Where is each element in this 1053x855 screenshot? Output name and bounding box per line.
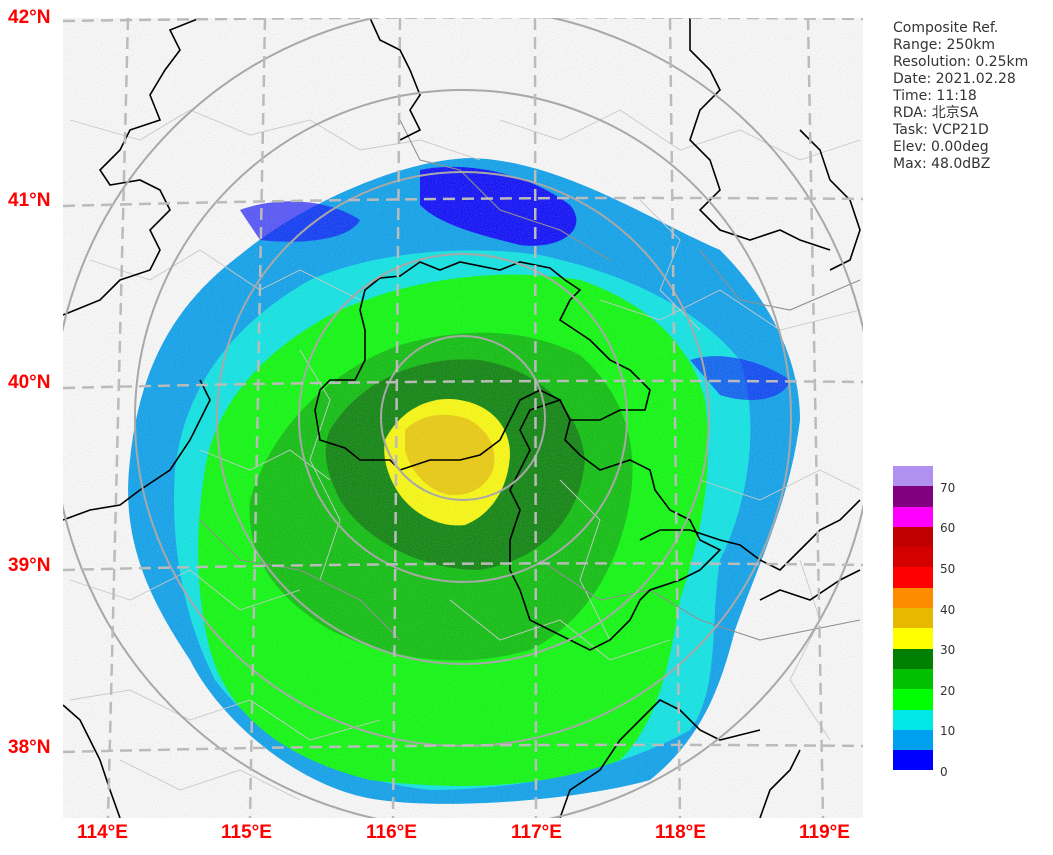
lon-label-119e: 119°E xyxy=(799,822,850,843)
colorbar-tick-0: 0 xyxy=(940,765,948,779)
product-name: Composite Ref. xyxy=(893,20,999,36)
colorbar-cell-3 xyxy=(893,526,933,548)
range-text: Range: 250km xyxy=(893,37,996,53)
task-text: Task: VCP21D xyxy=(893,122,989,138)
date-text: Date: 2021.02.28 xyxy=(893,71,1016,87)
lon-label-117e: 117°E xyxy=(511,822,562,843)
graticule xyxy=(63,18,863,818)
resolution-text: Resolution: 0.25km xyxy=(893,54,1029,70)
county-boundaries xyxy=(69,109,861,801)
colorbar-cell-0 xyxy=(893,466,933,487)
colorbar-cell-13 xyxy=(893,729,933,751)
province-boundaries xyxy=(199,119,861,641)
lon-label-118e: 118°E xyxy=(655,822,706,843)
colorbar xyxy=(893,466,933,771)
lat-label-41n: 41°N xyxy=(8,190,51,211)
radar-info-panel: Composite Ref. Range: 250km Resolution: … xyxy=(893,20,1028,173)
colorbar-tick-70: 70 xyxy=(940,481,956,495)
region-boundaries xyxy=(63,18,861,818)
colorbar-tick-10: 10 xyxy=(940,724,956,738)
lat-label-40n: 40°N xyxy=(8,372,51,393)
colorbar-cell-11 xyxy=(893,689,933,710)
elev-text: Elev: 0.00deg xyxy=(893,139,989,155)
colorbar-tick-60: 60 xyxy=(940,521,956,535)
colorbar-cell-2 xyxy=(893,506,933,527)
colorbar-cell-1 xyxy=(893,486,933,507)
colorbar-tick-30: 30 xyxy=(940,643,956,657)
colorbar-tick-50: 50 xyxy=(940,562,956,576)
colorbar-cell-7 xyxy=(893,608,933,629)
lon-label-115e: 115°E xyxy=(221,822,272,843)
lat-label-38n: 38°N xyxy=(8,737,51,758)
colorbar-cell-5 xyxy=(893,567,933,588)
lon-label-114e: 114°E xyxy=(77,822,128,843)
colorbar-cell-12 xyxy=(893,709,933,730)
lon-label-116e: 116°E xyxy=(366,822,417,843)
rda-text: RDA: 北京SA xyxy=(893,105,979,121)
colorbar-tick-40: 40 xyxy=(940,603,956,617)
colorbar-cell-14 xyxy=(893,750,933,771)
radar-echo xyxy=(63,18,863,818)
colorbar-cell-8 xyxy=(893,628,933,649)
colorbar-cell-6 xyxy=(893,587,933,609)
colorbar-cell-4 xyxy=(893,547,933,568)
time-text: Time: 11:18 xyxy=(893,88,977,104)
max-text: Max: 48.0dBZ xyxy=(893,156,991,172)
colorbar-tick-20: 20 xyxy=(940,684,956,698)
lat-label-42n: 42°N xyxy=(8,7,51,28)
lat-label-39n: 39°N xyxy=(8,555,51,576)
colorbar-cell-9 xyxy=(893,648,933,669)
colorbar-cell-10 xyxy=(893,668,933,690)
